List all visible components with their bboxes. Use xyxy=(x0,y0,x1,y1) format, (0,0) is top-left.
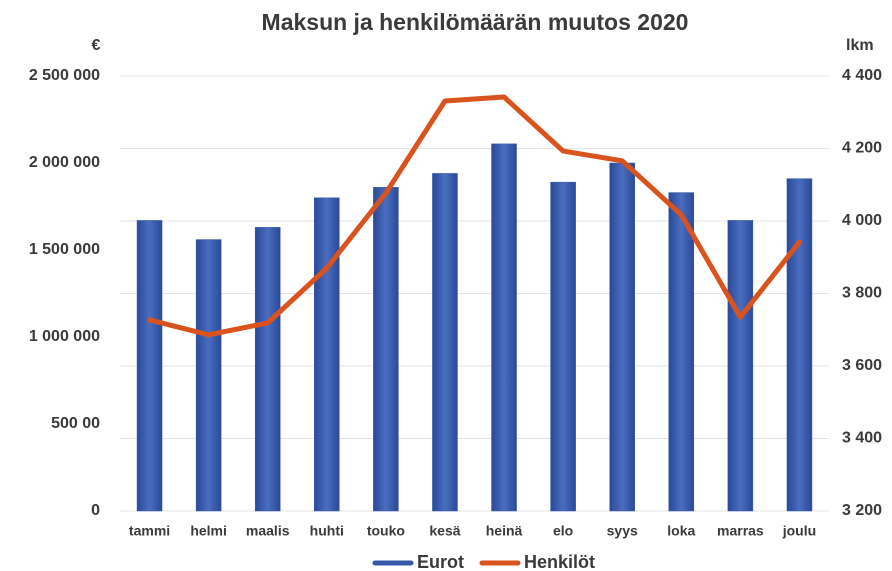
y-tick-label: 500 00 xyxy=(51,415,100,432)
y-tick-label: 2 500 000 xyxy=(29,67,100,84)
bar xyxy=(254,227,281,512)
bar xyxy=(432,173,458,512)
x-tick-label: joulu xyxy=(782,523,816,539)
x-tick-label: touko xyxy=(367,523,405,539)
x-tick-label: tammi xyxy=(129,523,170,539)
y2-axis-label: lkm xyxy=(846,37,874,54)
x-tick-label: helmi xyxy=(190,523,227,539)
bar xyxy=(609,162,635,512)
bar xyxy=(550,181,576,512)
x-tick-label: syys xyxy=(607,523,638,539)
legend-label: Eurot xyxy=(417,552,464,571)
line xyxy=(147,94,802,338)
bar xyxy=(491,143,517,512)
bar xyxy=(373,187,399,512)
y-tick-label: 2 000 000 xyxy=(29,154,100,171)
y-tick-label: 1 500 000 xyxy=(29,241,100,258)
chart-title: Maksun ja henkilömäärän muutos 2020 xyxy=(262,9,689,35)
y2-tick-label: 3 600 xyxy=(842,357,882,374)
x-tick-label: loka xyxy=(667,523,695,539)
y2-tick-label: 4 200 xyxy=(842,140,882,157)
x-tick-label: elo xyxy=(553,523,573,539)
y2-tick-label: 4 400 xyxy=(842,67,882,84)
bar xyxy=(136,220,163,512)
bar xyxy=(195,239,222,512)
x-tick-label: marras xyxy=(717,523,764,539)
y2-tick-label: 3 800 xyxy=(842,285,882,302)
y2-tick-label: 4 000 xyxy=(842,212,882,229)
y-tick-label: 1 000 000 xyxy=(29,328,100,345)
bar xyxy=(668,192,695,512)
y-tick-label: 0 xyxy=(91,502,100,519)
bar xyxy=(786,178,813,512)
y2-tick-label: 3 400 xyxy=(842,430,882,447)
y2-tick-label: 3 200 xyxy=(842,502,882,519)
legend-label: Henkilöt xyxy=(524,552,595,571)
bar xyxy=(727,220,754,512)
bar xyxy=(314,197,340,512)
x-tick-label: heinä xyxy=(486,523,523,539)
y-axis-label: € xyxy=(92,37,101,54)
x-tick-label: huhti xyxy=(310,523,344,539)
x-tick-label: maalis xyxy=(246,523,290,539)
x-tick-label: kesä xyxy=(429,523,460,539)
